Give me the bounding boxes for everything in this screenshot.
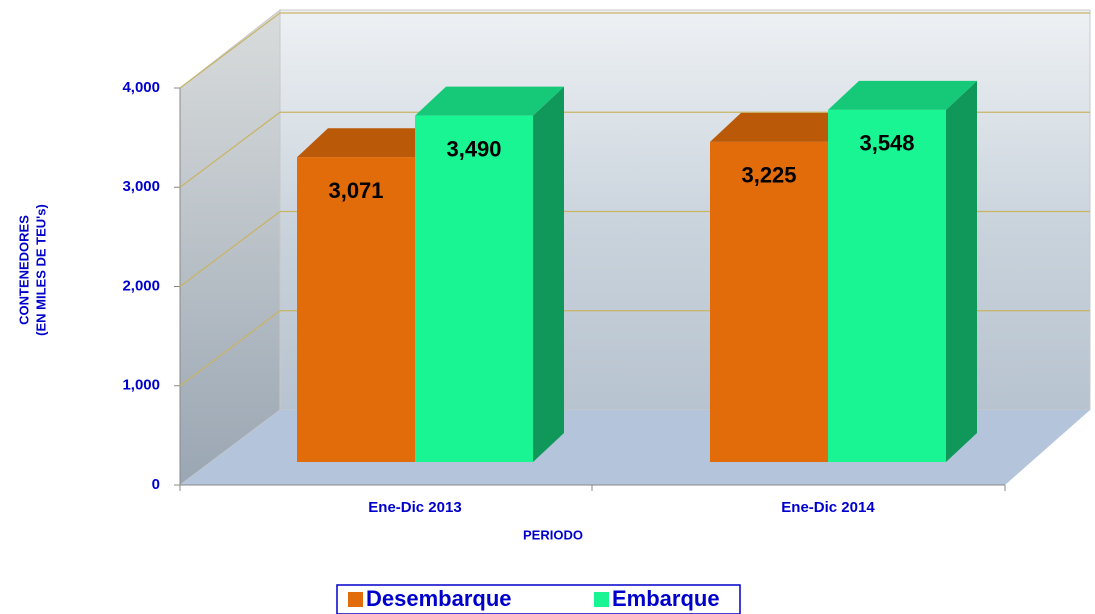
grid-line <box>179 211 281 287</box>
y-tick-label: 1,000 <box>122 377 160 394</box>
bar-top <box>297 128 446 158</box>
bar-top <box>710 112 859 142</box>
y-tick-label: 0 <box>152 476 160 493</box>
x-axis-label: PERIODO <box>523 527 583 542</box>
data-label: 3,225 <box>741 163 796 188</box>
legend-swatch <box>594 592 609 607</box>
bar-top <box>415 86 564 116</box>
x-tick-label: Ene-Dic 2014 <box>781 499 875 516</box>
y-tick-label: 4,000 <box>122 79 160 96</box>
x-tick-label: Ene-Dic 2013 <box>368 499 461 516</box>
bar <box>710 141 828 462</box>
legend <box>336 584 741 614</box>
grid-line <box>179 310 281 387</box>
data-label: 3,548 <box>859 131 914 156</box>
y-tick-label: 2,000 <box>122 277 160 294</box>
y-axis-label: CONTENEDORES <box>16 215 31 325</box>
legend-label: Embarque <box>612 586 720 611</box>
y-axis-label: (EN MILES DE TEU's) <box>33 204 48 336</box>
bar <box>415 115 533 463</box>
side-wall <box>179 8 281 486</box>
grid-line <box>179 111 281 188</box>
y-tick-label: 3,000 <box>122 178 160 195</box>
legend-label: Desembarque <box>366 586 512 611</box>
data-label: 3,490 <box>446 136 501 161</box>
bar <box>297 157 415 462</box>
grid-line <box>179 12 281 89</box>
bar-side <box>946 80 977 463</box>
bar-side <box>533 86 564 463</box>
bar-top <box>828 80 977 110</box>
data-label: 3,071 <box>328 178 383 203</box>
bar <box>828 109 946 463</box>
legend-swatch <box>348 592 363 607</box>
